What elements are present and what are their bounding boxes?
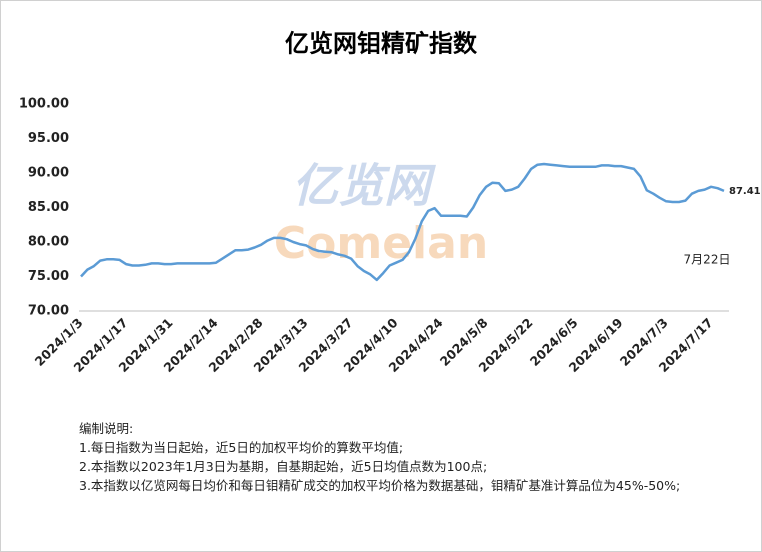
- y-tick-label: 95.00: [28, 131, 69, 146]
- y-tick-label: 80.00: [28, 235, 69, 250]
- y-tick-label: 75.00: [28, 269, 69, 284]
- annotation: 7月22日: [684, 253, 731, 267]
- note: 3.本指数以亿览网每日均价和每日钼精矿成交的加权平均价格为数据基础，钼精矿基准计…: [79, 478, 681, 493]
- note: 编制说明:: [79, 421, 134, 436]
- y-tick-label: 85.00: [28, 200, 69, 215]
- y-tick-label: 70.00: [28, 304, 69, 319]
- value-label: 87.41: [729, 186, 761, 197]
- y-tick-label: 100.00: [19, 97, 69, 112]
- notes: 编制说明: 1.每日指数为当日起始，近5日的加权平均价的算数平均值; 2.本指数以2…: [79, 419, 699, 495]
- line: [80, 162, 725, 282]
- watermark: 亿览网: [292, 159, 436, 213]
- note: 1.每日指数为当日起始，近5日的加权平均价的算数平均值;: [79, 440, 404, 455]
- chart-title: 亿览网钼精矿指数: [285, 29, 478, 58]
- chart: 亿览网钼精矿指数 亿览网 Comelan 7月22日 70.00 75.00 80.…: [19, 29, 761, 376]
- note: 2.本指数以2023年1月3日为基期，自基期起始，近5日均值点数为100点;: [79, 459, 488, 474]
- watermark: Comelan: [274, 218, 488, 269]
- y-tick-label: 90.00: [28, 166, 69, 181]
